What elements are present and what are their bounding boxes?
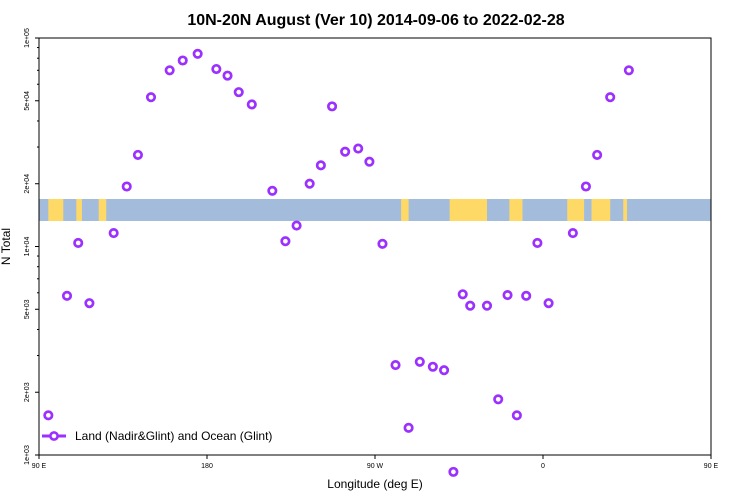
legend-label: Land (Nadir&Glint) and Ocean (Glint) xyxy=(75,429,272,443)
data-point xyxy=(61,290,73,301)
data-point xyxy=(327,101,338,112)
data-point xyxy=(465,300,476,311)
data-point xyxy=(532,237,543,248)
y-tick-label: 1e+04 xyxy=(24,237,31,257)
chart-title: 10N-20N August (Ver 10) 2014-09-06 to 20… xyxy=(187,12,564,29)
land-segment xyxy=(48,199,64,221)
data-point xyxy=(108,228,119,239)
data-point xyxy=(233,87,244,98)
data-point xyxy=(304,178,315,189)
ocean-band xyxy=(39,199,711,221)
data-point xyxy=(164,65,175,76)
data-point xyxy=(623,65,634,76)
data-point xyxy=(502,289,513,301)
data-point xyxy=(592,149,603,160)
data-point xyxy=(427,361,438,372)
data-point xyxy=(511,410,522,421)
data-point xyxy=(267,185,278,196)
data-point xyxy=(340,146,351,157)
x-tick-label: 90 E xyxy=(704,463,719,470)
data-point xyxy=(315,160,326,171)
data-point xyxy=(580,181,591,192)
x-tick-label: 90 W xyxy=(367,463,384,470)
data-point xyxy=(403,422,414,433)
x-tick-label: 0 xyxy=(541,463,545,470)
y-tick-label: 2e+03 xyxy=(24,382,31,402)
data-point xyxy=(73,237,84,248)
data-point xyxy=(364,156,375,167)
data-point xyxy=(481,300,493,311)
y-tick-label: 1e+03 xyxy=(24,445,31,465)
legend: Land (Nadir&Glint) and Ocean (Glint) xyxy=(42,429,272,443)
legend-marker xyxy=(49,431,59,441)
land-segment xyxy=(449,199,487,221)
x-axis: 90 E 180 90 W 0 90 E xyxy=(32,455,719,470)
y-tick-label: 5e+04 xyxy=(24,91,31,111)
y-axis: 1e+03 2e+03 5e+03 1e+04 2e+04 5e+04 1e+05 xyxy=(24,28,39,465)
y-tick-label: 2e+04 xyxy=(24,174,31,194)
data-point xyxy=(222,70,233,81)
data-point xyxy=(211,63,222,75)
data-point xyxy=(448,466,459,477)
y-tick-label: 1e+05 xyxy=(24,28,31,48)
land-segment xyxy=(76,199,82,221)
data-point xyxy=(390,360,401,371)
x-tick-label: 90 E xyxy=(32,463,47,470)
data-point xyxy=(567,228,578,239)
data-point xyxy=(177,55,188,66)
data-point xyxy=(521,290,532,301)
data-point xyxy=(121,181,132,192)
data-point xyxy=(192,48,203,59)
data-point xyxy=(132,149,143,160)
data-points xyxy=(43,48,634,477)
data-point xyxy=(246,99,257,110)
data-point xyxy=(377,238,388,249)
map-band xyxy=(39,199,711,221)
land-segment xyxy=(98,199,107,221)
data-point xyxy=(439,365,450,376)
data-point xyxy=(145,92,157,103)
data-point xyxy=(605,92,616,103)
land-segment xyxy=(509,199,523,221)
data-point xyxy=(543,298,554,309)
y-tick-label: 5e+03 xyxy=(24,299,31,319)
y-axis-label: N Total xyxy=(0,228,13,265)
data-point xyxy=(457,289,468,300)
data-point xyxy=(291,220,302,231)
data-point xyxy=(414,356,425,367)
data-point xyxy=(280,236,291,247)
data-point xyxy=(84,298,95,309)
land-segment xyxy=(623,199,627,221)
data-point xyxy=(43,410,54,421)
land-segment xyxy=(591,199,611,221)
land-segment xyxy=(401,199,409,221)
land-segment xyxy=(567,199,585,221)
data-point xyxy=(493,394,504,405)
x-axis-label: Longitude (deg E) xyxy=(327,477,422,491)
data-point xyxy=(353,143,364,154)
x-tick-label: 180 xyxy=(201,463,213,470)
